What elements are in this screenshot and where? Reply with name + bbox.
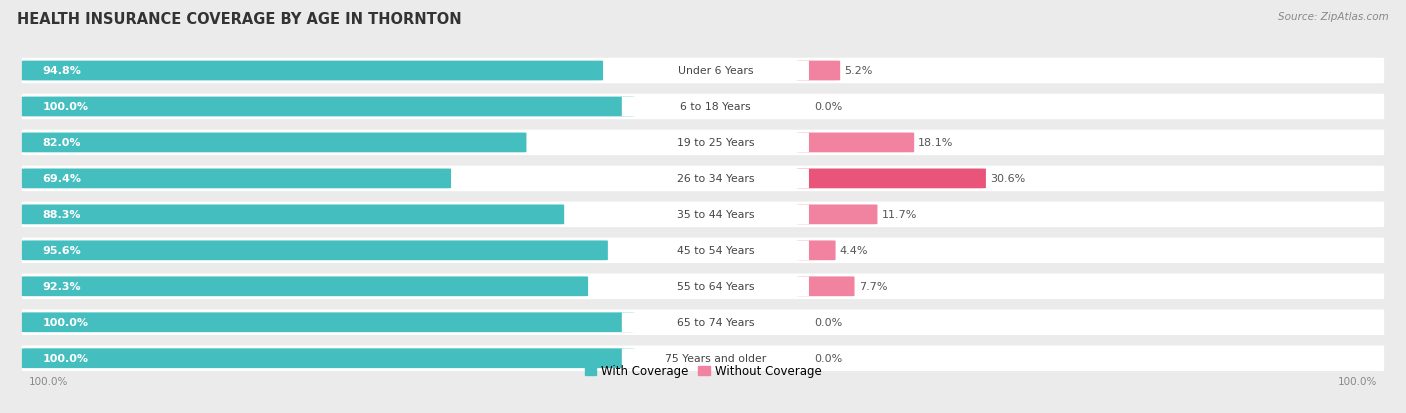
FancyBboxPatch shape bbox=[22, 95, 1384, 120]
Text: 65 to 74 Years: 65 to 74 Years bbox=[676, 318, 754, 328]
FancyBboxPatch shape bbox=[22, 274, 1384, 299]
Text: 18.1%: 18.1% bbox=[918, 138, 953, 148]
FancyBboxPatch shape bbox=[621, 349, 808, 368]
FancyBboxPatch shape bbox=[22, 241, 607, 261]
FancyBboxPatch shape bbox=[22, 166, 1384, 192]
FancyBboxPatch shape bbox=[22, 277, 588, 297]
FancyBboxPatch shape bbox=[797, 241, 835, 261]
Text: 35 to 44 Years: 35 to 44 Years bbox=[676, 210, 754, 220]
FancyBboxPatch shape bbox=[797, 62, 841, 81]
Text: 0.0%: 0.0% bbox=[814, 102, 842, 112]
Text: 75 Years and older: 75 Years and older bbox=[665, 354, 766, 363]
FancyBboxPatch shape bbox=[22, 346, 1384, 371]
FancyBboxPatch shape bbox=[621, 205, 808, 225]
Text: 100.0%: 100.0% bbox=[42, 354, 89, 363]
FancyBboxPatch shape bbox=[621, 169, 808, 189]
FancyBboxPatch shape bbox=[22, 62, 603, 81]
Text: 88.3%: 88.3% bbox=[42, 210, 82, 220]
Text: 0.0%: 0.0% bbox=[814, 318, 842, 328]
Text: 69.4%: 69.4% bbox=[42, 174, 82, 184]
FancyBboxPatch shape bbox=[22, 97, 634, 117]
FancyBboxPatch shape bbox=[621, 277, 808, 297]
FancyBboxPatch shape bbox=[22, 205, 564, 225]
FancyBboxPatch shape bbox=[621, 241, 808, 261]
Text: 11.7%: 11.7% bbox=[882, 210, 917, 220]
Text: 19 to 25 Years: 19 to 25 Years bbox=[676, 138, 754, 148]
FancyBboxPatch shape bbox=[22, 202, 1384, 228]
Text: 94.8%: 94.8% bbox=[42, 66, 82, 76]
FancyBboxPatch shape bbox=[797, 169, 986, 189]
Text: 5.2%: 5.2% bbox=[844, 66, 873, 76]
FancyBboxPatch shape bbox=[22, 59, 1384, 84]
FancyBboxPatch shape bbox=[22, 238, 1384, 263]
FancyBboxPatch shape bbox=[22, 313, 634, 332]
Legend: With Coverage, Without Coverage: With Coverage, Without Coverage bbox=[585, 365, 821, 377]
FancyBboxPatch shape bbox=[22, 131, 1384, 156]
FancyBboxPatch shape bbox=[22, 169, 451, 189]
Text: 100.0%: 100.0% bbox=[28, 375, 67, 386]
FancyBboxPatch shape bbox=[797, 133, 914, 153]
Text: 30.6%: 30.6% bbox=[990, 174, 1025, 184]
Text: 100.0%: 100.0% bbox=[42, 102, 89, 112]
Text: Under 6 Years: Under 6 Years bbox=[678, 66, 754, 76]
Text: 100.0%: 100.0% bbox=[42, 318, 89, 328]
FancyBboxPatch shape bbox=[621, 133, 808, 153]
FancyBboxPatch shape bbox=[797, 277, 855, 297]
Text: Source: ZipAtlas.com: Source: ZipAtlas.com bbox=[1278, 12, 1389, 22]
FancyBboxPatch shape bbox=[797, 205, 877, 225]
Text: 92.3%: 92.3% bbox=[42, 282, 82, 292]
FancyBboxPatch shape bbox=[22, 349, 634, 368]
Text: 55 to 64 Years: 55 to 64 Years bbox=[676, 282, 754, 292]
Text: 26 to 34 Years: 26 to 34 Years bbox=[676, 174, 754, 184]
Text: 4.4%: 4.4% bbox=[839, 246, 868, 256]
Text: HEALTH INSURANCE COVERAGE BY AGE IN THORNTON: HEALTH INSURANCE COVERAGE BY AGE IN THOR… bbox=[17, 12, 461, 27]
Text: 0.0%: 0.0% bbox=[814, 354, 842, 363]
FancyBboxPatch shape bbox=[22, 133, 526, 153]
Text: 82.0%: 82.0% bbox=[42, 138, 82, 148]
FancyBboxPatch shape bbox=[621, 313, 808, 332]
FancyBboxPatch shape bbox=[621, 62, 808, 81]
Text: 6 to 18 Years: 6 to 18 Years bbox=[681, 102, 751, 112]
Text: 45 to 54 Years: 45 to 54 Years bbox=[676, 246, 754, 256]
FancyBboxPatch shape bbox=[621, 97, 808, 117]
Text: 100.0%: 100.0% bbox=[1339, 375, 1378, 386]
FancyBboxPatch shape bbox=[22, 310, 1384, 335]
Text: 95.6%: 95.6% bbox=[42, 246, 82, 256]
Text: 7.7%: 7.7% bbox=[859, 282, 887, 292]
